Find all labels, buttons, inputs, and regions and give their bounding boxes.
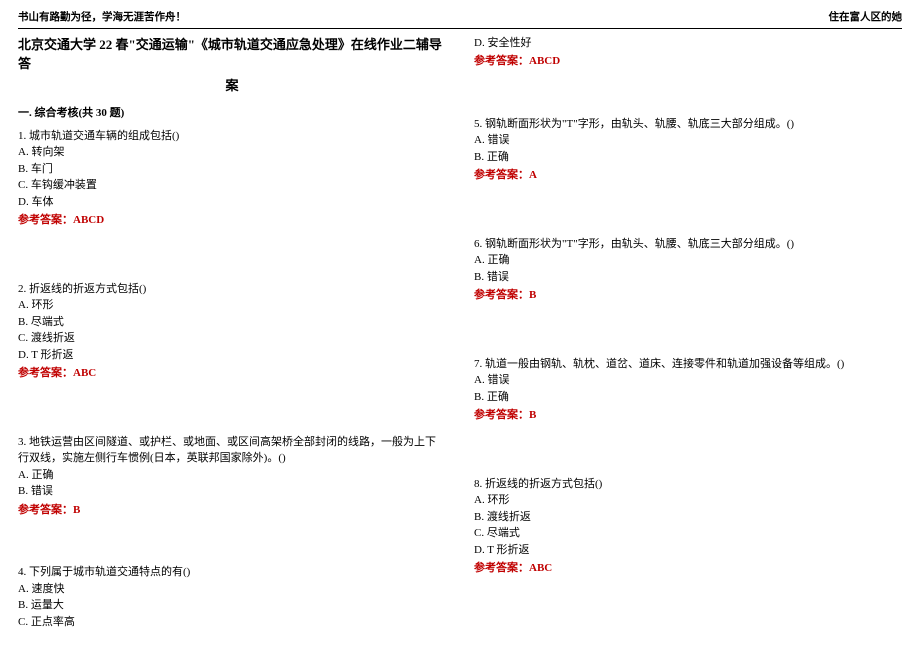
header-left-text: 书山有路勤为径，学海无涯苦作舟！ xyxy=(18,10,186,26)
question-option: B. 车门 xyxy=(18,161,446,178)
question-answer: 参考答案：A xyxy=(474,167,902,184)
question-2: 2. 折返线的折返方式包括() A. 环形 B. 尽端式 C. 渡线折返 D. … xyxy=(18,281,446,382)
question-stem: 6. 钢轨断面形状为"T"字形，由轨头、轨腰、轨底三大部分组成。() xyxy=(474,236,902,253)
question-option: B. 尽端式 xyxy=(18,314,446,331)
question-option: C. 正点率高 xyxy=(18,614,446,631)
question-answer: 参考答案：ABC xyxy=(18,365,446,382)
content-columns: 北京交通大学 22 春"交通运输"《城市轨道交通应急处理》在线作业二辅导答 案 … xyxy=(18,35,902,641)
question-4-partial: 4. 下列属于城市轨道交通特点的有() A. 速度快 B. 运量大 C. 正点率… xyxy=(18,564,446,630)
question-option: D. 安全性好 xyxy=(474,35,902,52)
question-option: B. 错误 xyxy=(18,483,446,500)
question-stem: 5. 钢轨断面形状为"T"字形，由轨头、轨腰、轨底三大部分组成。() xyxy=(474,116,902,133)
question-4-continued: D. 安全性好 参考答案：ABCD xyxy=(474,35,902,70)
question-stem: 2. 折返线的折返方式包括() xyxy=(18,281,446,298)
question-stem: 7. 轨道一般由钢轨、轨枕、道岔、道床、连接零件和轨道加强设备等组成。() xyxy=(474,356,902,373)
question-option: C. 车钩缓冲装置 xyxy=(18,177,446,194)
question-option: B. 正确 xyxy=(474,149,902,166)
question-option: A. 环形 xyxy=(474,492,902,509)
question-stem: 8. 折返线的折返方式包括() xyxy=(474,476,902,493)
question-option: D. T 形折返 xyxy=(474,542,902,559)
question-stem: 3. 地铁运营由区间隧道、或护栏、或地面、或区间高架桥全部封闭的线路，一般为上下… xyxy=(18,434,446,467)
question-5: 5. 钢轨断面形状为"T"字形，由轨头、轨腰、轨底三大部分组成。() A. 错误… xyxy=(474,116,902,184)
left-column: 北京交通大学 22 春"交通运输"《城市轨道交通应急处理》在线作业二辅导答 案 … xyxy=(18,35,446,641)
question-8: 8. 折返线的折返方式包括() A. 环形 B. 渡线折返 C. 尽端式 D. … xyxy=(474,476,902,577)
question-option: A. 速度快 xyxy=(18,581,446,598)
question-option: D. 车体 xyxy=(18,194,446,211)
question-answer: 参考答案：B xyxy=(18,502,446,519)
question-answer: 参考答案：ABCD xyxy=(474,53,902,70)
question-6: 6. 钢轨断面形状为"T"字形，由轨头、轨腰、轨底三大部分组成。() A. 正确… xyxy=(474,236,902,304)
question-option: A. 错误 xyxy=(474,132,902,149)
question-answer: 参考答案：ABC xyxy=(474,560,902,577)
question-answer: 参考答案：B xyxy=(474,407,902,424)
question-stem: 1. 城市轨道交通车辆的组成包括() xyxy=(18,128,446,145)
question-answer: 参考答案：ABCD xyxy=(18,212,446,229)
right-column: D. 安全性好 参考答案：ABCD 5. 钢轨断面形状为"T"字形，由轨头、轨腰… xyxy=(474,35,902,641)
question-option: A. 正确 xyxy=(474,252,902,269)
document-title-line1: 北京交通大学 22 春"交通运输"《城市轨道交通应急处理》在线作业二辅导答 xyxy=(18,35,446,74)
document-title-line2: 案 xyxy=(18,76,446,96)
question-option: A. 转向架 xyxy=(18,144,446,161)
question-option: A. 环形 xyxy=(18,297,446,314)
question-answer: 参考答案：B xyxy=(474,287,902,304)
question-option: C. 渡线折返 xyxy=(18,330,446,347)
question-option: C. 尽端式 xyxy=(474,525,902,542)
question-option: A. 正确 xyxy=(18,467,446,484)
question-7: 7. 轨道一般由钢轨、轨枕、道岔、道床、连接零件和轨道加强设备等组成。() A.… xyxy=(474,356,902,424)
question-option: B. 正确 xyxy=(474,389,902,406)
question-1: 1. 城市轨道交通车辆的组成包括() A. 转向架 B. 车门 C. 车钩缓冲装… xyxy=(18,128,446,229)
question-option: D. T 形折返 xyxy=(18,347,446,364)
page-header: 书山有路勤为径，学海无涯苦作舟！ 住在富人区的她 xyxy=(18,10,902,29)
question-option: B. 渡线折返 xyxy=(474,509,902,526)
header-right-text: 住在富人区的她 xyxy=(829,10,903,26)
question-option: B. 错误 xyxy=(474,269,902,286)
question-stem: 4. 下列属于城市轨道交通特点的有() xyxy=(18,564,446,581)
question-option: B. 运量大 xyxy=(18,597,446,614)
question-3: 3. 地铁运营由区间隧道、或护栏、或地面、或区间高架桥全部封闭的线路，一般为上下… xyxy=(18,434,446,519)
question-option: A. 错误 xyxy=(474,372,902,389)
section-header: 一. 综合考核(共 30 题) xyxy=(18,105,446,122)
